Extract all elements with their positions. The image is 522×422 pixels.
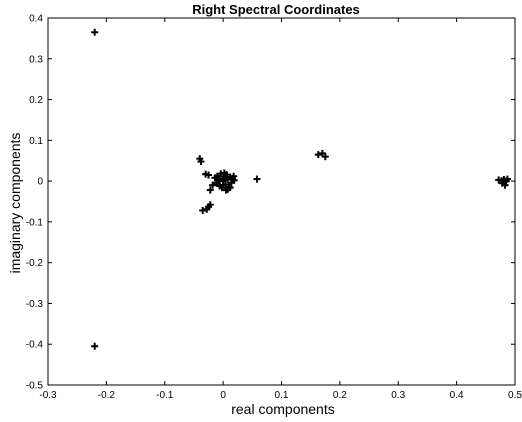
x-tick-label: 0 bbox=[220, 390, 226, 401]
y-tick-label: 0.1 bbox=[29, 136, 43, 147]
data-point bbox=[314, 151, 322, 159]
x-tick-label: 0.3 bbox=[391, 390, 405, 401]
chart-title: Right Spectral Coordinates bbox=[192, 2, 360, 17]
y-tick-label: 0 bbox=[37, 177, 43, 188]
data-markers bbox=[91, 28, 511, 350]
y-tick-label: -0.3 bbox=[26, 299, 44, 310]
y-tick-label: 0.2 bbox=[29, 95, 43, 106]
x-tick-label: 0.2 bbox=[333, 390, 347, 401]
y-tick-label: 0.4 bbox=[29, 14, 43, 25]
x-tick-label: 0.4 bbox=[450, 390, 464, 401]
y-axis-ticks: 0.4 0.3 0.2 0.1 0 -0.1 -0.2 -0.3 -0.4 -0.5 bbox=[26, 14, 515, 392]
x-axis-label: real components bbox=[231, 401, 335, 417]
y-tick-label: 0.3 bbox=[29, 54, 43, 65]
x-axis-ticks: -0.3 -0.2 -0.1 0 0.1 0.2 0.3 0.4 0.5 bbox=[39, 18, 522, 401]
data-point bbox=[226, 184, 234, 192]
x-tick-label: -0.1 bbox=[156, 390, 174, 401]
x-tick-label: 0.1 bbox=[275, 390, 289, 401]
data-point bbox=[216, 175, 224, 183]
data-point bbox=[213, 180, 221, 188]
data-point bbox=[209, 181, 217, 189]
y-axis-label: imaginary components bbox=[7, 133, 23, 274]
data-point bbox=[197, 158, 205, 166]
data-point bbox=[91, 342, 99, 350]
y-tick-label: -0.4 bbox=[26, 340, 44, 351]
data-point bbox=[205, 171, 213, 179]
y-tick-label: -0.2 bbox=[26, 258, 44, 269]
data-point bbox=[206, 201, 214, 209]
x-tick-label: -0.3 bbox=[39, 390, 57, 401]
y-tick-label: -0.1 bbox=[26, 217, 44, 228]
x-tick-label: 0.5 bbox=[508, 390, 522, 401]
data-point bbox=[501, 181, 509, 189]
data-point bbox=[206, 186, 214, 194]
data-point bbox=[221, 174, 229, 182]
data-point bbox=[219, 181, 227, 189]
data-point bbox=[199, 206, 207, 214]
data-point bbox=[321, 153, 329, 161]
y-tick-label: -0.5 bbox=[26, 381, 44, 392]
data-point bbox=[91, 28, 99, 36]
data-point bbox=[503, 175, 511, 183]
data-point bbox=[230, 176, 238, 184]
data-point bbox=[211, 174, 219, 182]
x-tick-label: -0.2 bbox=[98, 390, 116, 401]
data-point bbox=[220, 169, 228, 177]
data-point bbox=[222, 186, 230, 194]
data-point bbox=[253, 175, 261, 183]
plot-area bbox=[47, 17, 516, 386]
